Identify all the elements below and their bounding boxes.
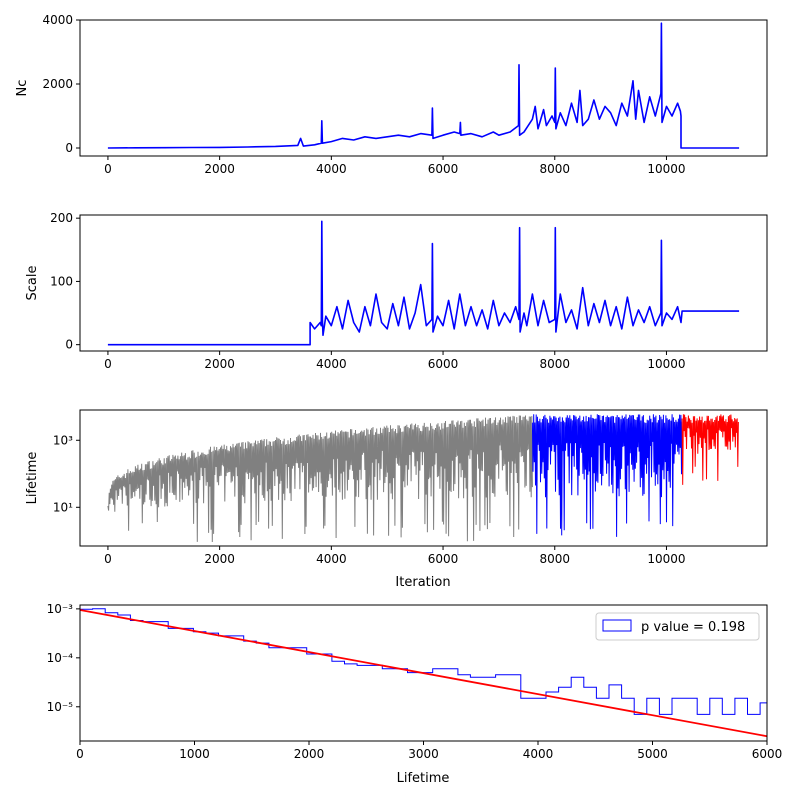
nc-x-ticks: 0 2000 4000 6000 8000 10000 [104, 156, 686, 176]
nc-y-tick-label: 0 [65, 141, 73, 155]
nc-x-tick-label: 10000 [647, 162, 685, 176]
scale-x-tick-label: 4000 [316, 357, 347, 371]
scale-x-tick-label: 2000 [204, 357, 235, 371]
histogram-x-tick-label: 3000 [408, 747, 439, 761]
histogram-x-ticks: 0 1000 2000 3000 4000 5000 6000 [76, 741, 782, 761]
histogram-legend: p value = 0.198 [595, 612, 760, 641]
nc-y-tick-label: 4000 [42, 13, 73, 27]
histogram-plot-area [80, 608, 767, 741]
lifetime-segment-1 [531, 414, 683, 537]
nc-y-tick-label: 2000 [42, 77, 73, 91]
legend-box [595, 612, 760, 641]
legend-swatch [602, 619, 632, 632]
histogram-y-tick-label: 10⁻³ [47, 602, 74, 616]
histogram-y-tick-label: 10⁻⁴ [47, 651, 74, 665]
nc-x-tick-label: 2000 [204, 162, 235, 176]
fit-line [80, 609, 767, 738]
lifetime-plot-area [107, 414, 739, 543]
scale-y-label: Scale [25, 266, 40, 301]
nc-y-ticks: 0 2000 4000 [42, 13, 80, 155]
lifetime-axes-frame [79, 409, 768, 547]
histogram-y-tick-label: 10⁻⁵ [47, 700, 74, 714]
histogram-x-tick-label: 1000 [179, 747, 210, 761]
scale-y-ticks: 0 100 200 [50, 211, 80, 352]
lifetime-x-label: Lifetime [397, 771, 450, 786]
lifetime-y-tick-label: 10³ [53, 433, 73, 447]
scale-y-tick-label: 200 [50, 211, 73, 225]
lifetime-y-tick-label: 10¹ [53, 500, 73, 514]
lifetime-x-tick-label: 10000 [647, 552, 685, 566]
lifetime-x-ticks: 0 2000 4000 6000 8000 10000 [104, 546, 686, 566]
nc-series-line [107, 22, 740, 149]
iteration-x-label: Iteration [395, 575, 450, 590]
scale-x-tick-label: 10000 [647, 357, 685, 371]
histogram-x-tick-label: 2000 [294, 747, 325, 761]
nc-x-tick-label: 6000 [428, 162, 459, 176]
panel-nc: 0 2000 4000 6000 8000 10000 0 2000 4000 Nc [15, 13, 768, 176]
lifetime-x-tick-label: 2000 [204, 552, 235, 566]
lifetime-y-label: Lifetime [25, 452, 40, 505]
histogram-x-tick-label: 6000 [752, 747, 783, 761]
nc-x-tick-label: 4000 [316, 162, 347, 176]
scale-x-tick-label: 8000 [539, 357, 570, 371]
scale-series-line [107, 220, 740, 346]
nc-x-tick-label: 0 [104, 162, 112, 176]
lifetime-segment-0 [107, 415, 533, 543]
lifetime-x-tick-label: 0 [104, 552, 112, 566]
histogram-x-tick-label: 0 [76, 747, 84, 761]
panel-scale: 0 2000 4000 6000 8000 10000 0 100 200 Scale [25, 211, 768, 371]
histogram-y-ticks: 10⁻⁵ 10⁻⁴ 10⁻³ [47, 602, 80, 714]
lifetime-x-tick-label: 4000 [316, 552, 347, 566]
scale-x-tick-label: 0 [104, 357, 112, 371]
scale-y-tick-label: 0 [65, 338, 73, 352]
histogram-steps [80, 608, 767, 741]
nc-x-tick-label: 8000 [539, 162, 570, 176]
scale-x-ticks: 0 2000 4000 6000 8000 10000 [104, 351, 686, 371]
nc-axes-frame [79, 19, 768, 157]
lifetime-y-ticks: 10¹ 10³ [53, 433, 80, 514]
histogram-x-tick-label: 5000 [637, 747, 668, 761]
lifetime-x-tick-label: 6000 [428, 552, 459, 566]
scale-axes-frame [79, 214, 768, 352]
scale-x-tick-label: 6000 [428, 357, 459, 371]
scale-y-tick-label: 100 [50, 274, 73, 288]
nc-plot-area [107, 22, 740, 149]
lifetime-segment-2 [681, 414, 739, 485]
scale-plot-area [107, 220, 740, 346]
nc-y-label: Nc [15, 80, 30, 97]
lifetime-x-tick-label: 8000 [539, 552, 570, 566]
legend-label: p value = 0.198 [641, 620, 745, 635]
histogram-x-tick-label: 4000 [523, 747, 554, 761]
panel-histogram: 0 1000 2000 3000 4000 5000 6000 10⁻⁵ 10⁻⁴ 10⁻³ L… [47, 602, 783, 786]
panel-lifetime: 0 2000 4000 6000 8000 10000 10¹ 10³ Lifetime I… [25, 409, 768, 590]
